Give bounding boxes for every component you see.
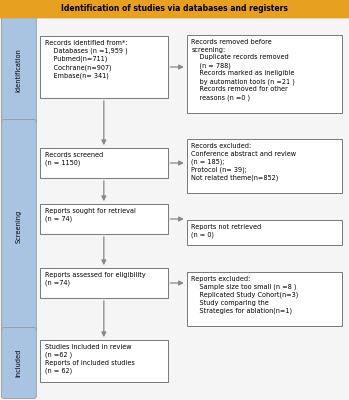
FancyBboxPatch shape — [40, 148, 168, 178]
FancyBboxPatch shape — [1, 328, 36, 398]
Text: Reports sought for retrieval
(n = 74): Reports sought for retrieval (n = 74) — [45, 208, 135, 222]
Text: Reports excluded:
    Sample size too small (n =8 )
    Replicated Study Cohort(: Reports excluded: Sample size too small … — [191, 276, 298, 314]
Text: Reports not retrieved
(n = 0): Reports not retrieved (n = 0) — [191, 224, 261, 238]
Text: Included: Included — [16, 349, 22, 377]
FancyBboxPatch shape — [40, 36, 168, 98]
FancyBboxPatch shape — [187, 139, 342, 193]
FancyBboxPatch shape — [40, 204, 168, 234]
Text: Screening: Screening — [16, 209, 22, 243]
Text: Identification of studies via databases and registers: Identification of studies via databases … — [61, 4, 288, 13]
FancyBboxPatch shape — [1, 16, 36, 124]
Text: Records identified from*:
    Databases (n =1,959 )
    Pubmed(n=711)
    Cochra: Records identified from*: Databases (n =… — [45, 40, 127, 79]
Text: Records screened
(n = 1150): Records screened (n = 1150) — [45, 152, 103, 166]
FancyBboxPatch shape — [40, 340, 168, 382]
Text: Reports assessed for eligibility
(n =74): Reports assessed for eligibility (n =74) — [45, 272, 146, 286]
FancyBboxPatch shape — [187, 272, 342, 326]
FancyBboxPatch shape — [187, 35, 342, 113]
Text: Studies included in review
(n =62 )
Reports of included studies
(n = 62): Studies included in review (n =62 ) Repo… — [45, 344, 134, 374]
Text: Records excluded:
Conference abstract and review
(n = 185);
Protocol (n= 39);
No: Records excluded: Conference abstract an… — [191, 143, 296, 181]
FancyBboxPatch shape — [1, 120, 36, 332]
Text: Identification: Identification — [16, 48, 22, 92]
FancyBboxPatch shape — [187, 220, 342, 245]
FancyBboxPatch shape — [40, 268, 168, 298]
FancyBboxPatch shape — [0, 0, 349, 18]
Text: Records removed before
screening:
    Duplicate records removed
    (n = 788)
  : Records removed before screening: Duplic… — [191, 39, 295, 100]
